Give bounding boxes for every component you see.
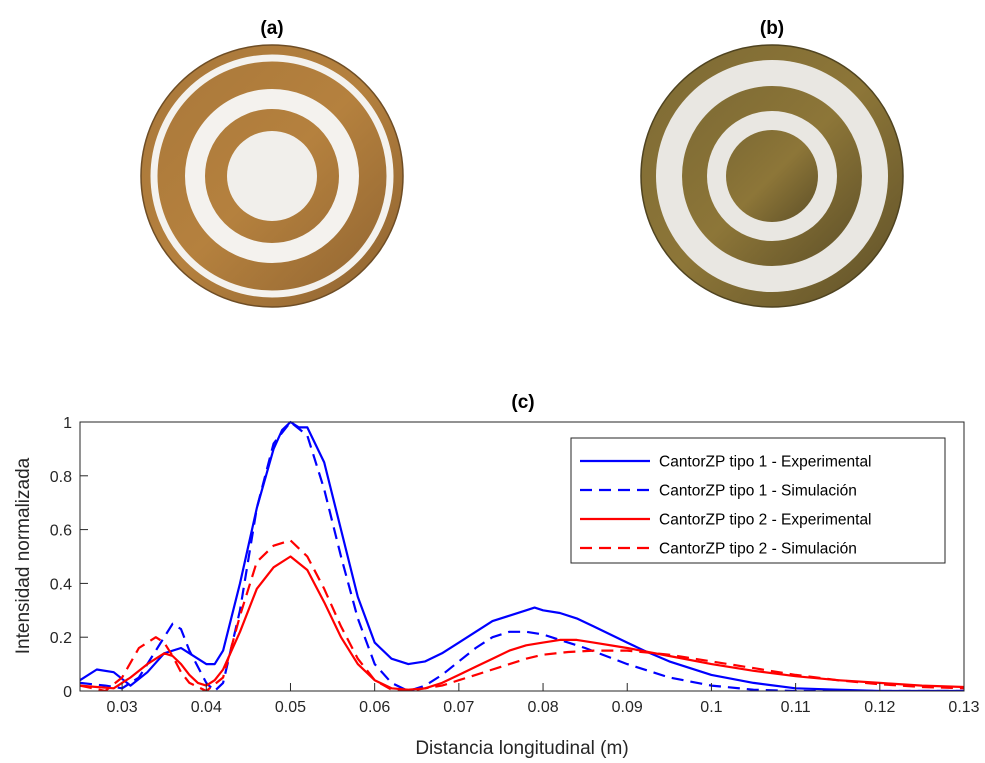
x-tick-label: 0.1 bbox=[700, 699, 722, 716]
x-tick-label: 0.07 bbox=[443, 699, 474, 716]
x-tick-label: 0.05 bbox=[275, 699, 306, 716]
panel-label-a: (a) bbox=[260, 18, 284, 39]
x-tick-label: 0.13 bbox=[948, 699, 979, 716]
series-line-3 bbox=[80, 555, 964, 691]
x-tick-label: 0.06 bbox=[359, 699, 390, 716]
legend: CantorZP tipo 1 - Experimental CantorZP t… bbox=[570, 437, 946, 564]
plot-frame bbox=[79, 421, 965, 692]
legend-entry: CantorZP tipo 1 - Simulación bbox=[659, 483, 857, 500]
y-axis-label: Intensidad normalizada bbox=[13, 457, 34, 654]
y-tick-label: 0.8 bbox=[50, 469, 72, 486]
x-tick-label: 0.09 bbox=[612, 699, 643, 716]
x-tick-label: 0.03 bbox=[107, 699, 138, 716]
x-tick-label: 0.11 bbox=[781, 699, 811, 716]
legend-box bbox=[570, 437, 946, 564]
legend-entry: CantorZP tipo 2 - Experimental bbox=[659, 512, 872, 529]
y-tick-label: 0.6 bbox=[50, 523, 72, 540]
series-line-4 bbox=[80, 539, 964, 691]
chart-title: (c) bbox=[511, 392, 535, 413]
y-tick-label: 0.2 bbox=[50, 630, 72, 647]
x-axis-label: Distancia longitudinal (m) bbox=[415, 738, 628, 759]
series-line-1 bbox=[80, 420, 964, 691]
legend-entry: CantorZP tipo 2 - Simulación bbox=[659, 541, 857, 558]
legend-entry: CantorZP tipo 1 - Experimental bbox=[659, 454, 872, 471]
series-line-2 bbox=[80, 420, 964, 691]
x-tick-label: 0.04 bbox=[191, 699, 222, 716]
panel-label-b: (b) bbox=[759, 18, 785, 39]
y-tick-label: 0.4 bbox=[50, 576, 72, 593]
x-tick-label: 0.08 bbox=[527, 699, 558, 716]
y-tick-label: 1 bbox=[63, 415, 72, 432]
x-tick-label: 0.12 bbox=[864, 699, 895, 716]
y-tick-label: 0 bbox=[63, 684, 72, 701]
